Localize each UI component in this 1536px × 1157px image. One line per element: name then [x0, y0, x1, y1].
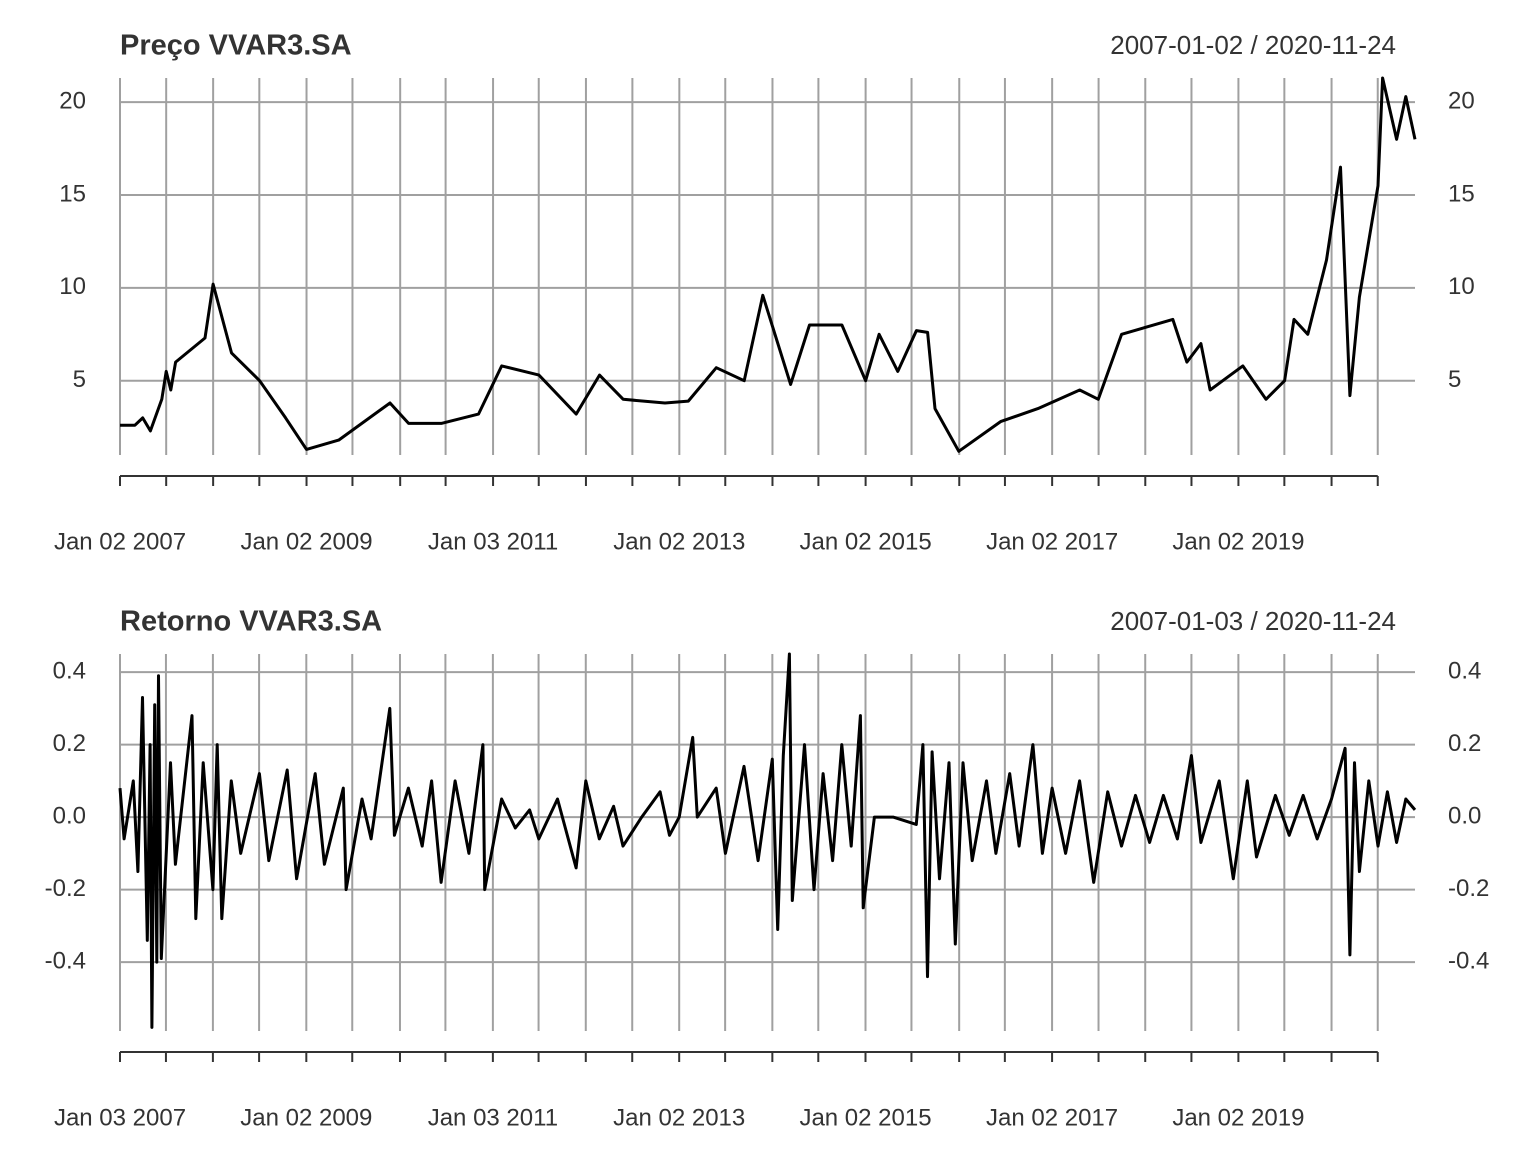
y-tick-label: -0.4	[45, 947, 86, 974]
y-tick-label-right: -0.2	[1448, 875, 1489, 902]
y-tick-label-right: 5	[1448, 366, 1461, 393]
y-tick-label: 5	[73, 366, 86, 393]
chart-title: Retorno VVAR3.SA	[120, 606, 382, 638]
x-tick-label: Jan 02 2019	[1172, 528, 1304, 555]
x-tick-label: Jan 03 2007	[54, 1104, 186, 1131]
price-line	[120, 76, 1417, 453]
y-tick-label: 0.0	[53, 802, 86, 829]
y-tick-label: 10	[59, 273, 86, 300]
x-tick-label: Jan 02 2009	[240, 1104, 372, 1131]
x-tick-label: Jan 02 2015	[799, 1104, 931, 1131]
x-tick-label: Jan 02 2013	[613, 528, 745, 555]
y-tick-label-right: 0.2	[1448, 730, 1481, 757]
price-line	[118, 652, 1417, 1029]
x-tick-label: Jan 02 2015	[800, 528, 932, 555]
y-tick-label-right: 20	[1448, 87, 1475, 114]
x-tick-label: Jan 02 2007	[54, 528, 186, 555]
date-range: 2007-01-02 / 2020-11-24	[1110, 30, 1396, 60]
x-tick-label: Jan 02 2019	[1172, 1104, 1304, 1131]
y-tick-label-right: 10	[1448, 273, 1475, 300]
x-tick-label: Jan 03 2011	[428, 528, 558, 555]
x-tick-label: Jan 02 2017	[986, 528, 1118, 555]
date-range: 2007-01-03 / 2020-11-24	[1110, 606, 1396, 636]
y-tick-label: 20	[59, 87, 86, 114]
y-tick-label-right: 15	[1448, 180, 1475, 207]
x-tick-label: Jan 02 2013	[613, 1104, 745, 1131]
y-tick-label: 0.4	[53, 657, 86, 684]
x-tick-label: Jan 02 2017	[986, 1104, 1118, 1131]
y-tick-label-right: 0.0	[1448, 802, 1481, 829]
chart-title: Preço VVAR3.SA	[120, 30, 352, 62]
y-tick-label: 15	[59, 180, 86, 207]
x-tick-label: Jan 02 2009	[240, 528, 372, 555]
y-tick-label-right: -0.4	[1448, 947, 1489, 974]
x-tick-label: Jan 03 2011	[428, 1104, 558, 1131]
y-tick-label: 0.2	[53, 730, 86, 757]
y-tick-label: -0.2	[45, 875, 86, 902]
y-tick-label-right: 0.4	[1448, 657, 1481, 684]
